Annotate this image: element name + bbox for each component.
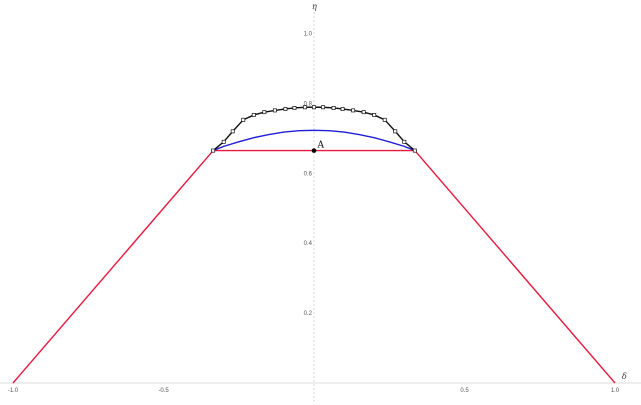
series-2-point	[351, 108, 356, 113]
series-2-point	[372, 112, 377, 117]
series-2-point	[230, 129, 235, 134]
series-2-point	[251, 112, 256, 117]
x-tick-label: 0.5	[460, 388, 469, 394]
series-2-point	[272, 108, 277, 113]
series-2-point	[393, 129, 398, 134]
y-tick-label: 0.6	[304, 171, 313, 177]
series-2-point	[262, 110, 267, 115]
series-2-point	[292, 105, 297, 110]
y-tick-label: 0.2	[304, 311, 313, 317]
tick-labels: -1.0 -0.5 0.5 1.0 0.2 0.4 0.6 0.8 1.0	[8, 32, 620, 395]
series-2-point	[402, 139, 407, 144]
x-tick-label: -1.0	[8, 388, 19, 394]
series-2-point	[312, 105, 316, 110]
y-tick-label: 0.4	[304, 241, 313, 247]
series-1-line	[212, 129, 416, 152]
series-2-point	[331, 105, 336, 110]
series-2-point	[221, 139, 226, 144]
series-2-point	[382, 117, 387, 122]
point-a-label: A	[317, 141, 325, 151]
series-2-point	[303, 105, 307, 110]
series-2-point	[340, 107, 345, 111]
point-a-marker	[311, 148, 317, 153]
series-2-point	[283, 107, 288, 111]
series-2-point	[361, 110, 366, 115]
series-2-point	[211, 148, 216, 153]
x-axis-label: δ	[622, 372, 627, 381]
series-2-point	[241, 117, 246, 122]
series-2-point	[321, 105, 325, 110]
y-tick-label: 0.8	[304, 101, 313, 107]
x-tick-label: -0.5	[158, 388, 169, 394]
y-axis-label: η	[312, 2, 317, 11]
x-tick-label: 1.0	[611, 388, 620, 394]
annotations: A	[311, 141, 325, 153]
y-tick-label: 1.0	[304, 32, 313, 38]
series-2-point	[412, 148, 417, 153]
